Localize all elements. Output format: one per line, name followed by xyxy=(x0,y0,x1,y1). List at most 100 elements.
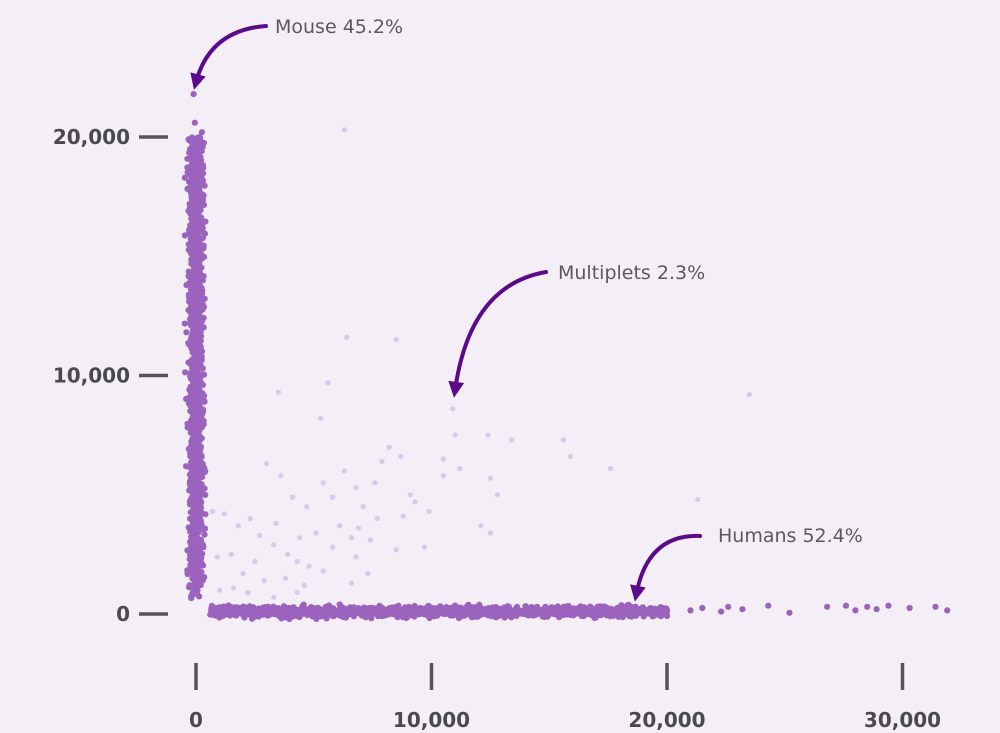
mouse-point xyxy=(189,143,196,150)
mouse-point xyxy=(194,335,201,342)
multiplets-point xyxy=(341,468,347,474)
humans-point xyxy=(487,612,494,619)
x-tick-label: 0 xyxy=(189,708,203,732)
mouse-point xyxy=(184,570,191,578)
multiplets-point xyxy=(290,494,296,500)
mouse-point xyxy=(192,500,200,507)
multiplets-point xyxy=(245,589,251,596)
humans-point xyxy=(547,607,554,614)
mouse-point xyxy=(195,296,202,303)
mouse-point xyxy=(190,513,197,521)
multiplets-point xyxy=(337,523,343,529)
mouse-point xyxy=(196,143,203,150)
mouse-point xyxy=(190,319,197,326)
mouse-point xyxy=(188,202,196,209)
humans-point xyxy=(525,607,533,614)
mouse-point xyxy=(188,450,195,457)
humans-point xyxy=(251,609,258,616)
mouse-point xyxy=(196,235,203,242)
multiplets-point xyxy=(320,480,326,486)
mouse-point xyxy=(198,129,205,136)
mouse-point xyxy=(191,119,198,126)
mouse-point xyxy=(190,233,197,240)
multiplets-point xyxy=(393,547,399,553)
humans-point xyxy=(593,609,600,616)
humans-point xyxy=(265,608,272,615)
humans-point xyxy=(320,608,328,616)
mouse-point xyxy=(191,361,198,368)
humans-point xyxy=(618,602,625,609)
mouse-point xyxy=(188,287,195,294)
humans-point xyxy=(223,607,230,615)
x-tick-label: 30,000 xyxy=(864,708,941,732)
multiplets-point xyxy=(330,494,336,500)
mouse-point xyxy=(193,272,200,279)
humans-point xyxy=(235,605,242,612)
humans-point xyxy=(765,602,772,609)
annotation-arrow xyxy=(448,270,548,398)
humans-point xyxy=(591,614,598,622)
humans-point xyxy=(885,602,892,609)
mouse-point xyxy=(197,364,204,371)
humans-point xyxy=(627,610,634,617)
mouse-point xyxy=(183,329,190,336)
humans-point xyxy=(559,610,566,617)
multiplets-point xyxy=(217,587,223,593)
mouse-point xyxy=(195,288,202,295)
multiplets-point xyxy=(426,508,432,514)
multiplets-point xyxy=(325,380,331,386)
mouse-point xyxy=(191,264,198,271)
humans-point xyxy=(554,603,561,610)
mouse-point xyxy=(197,464,204,471)
multiplets-point xyxy=(240,570,246,577)
mouse-point xyxy=(188,468,195,475)
multiplets-point xyxy=(560,437,567,443)
humans-point xyxy=(632,603,639,610)
multiplets-point xyxy=(228,551,234,558)
multiplets-point xyxy=(360,504,366,510)
mouse-point xyxy=(198,559,205,567)
mouse-point xyxy=(197,536,204,543)
multiplets-point xyxy=(247,516,253,522)
humans-point xyxy=(404,609,411,616)
multiplets-point xyxy=(450,406,456,412)
humans-point xyxy=(434,612,441,619)
humans-point xyxy=(442,610,449,617)
annotation-arrow xyxy=(190,24,268,90)
multiplets-point xyxy=(285,551,291,558)
mouse-point xyxy=(196,251,203,258)
mouse-point xyxy=(196,342,203,349)
humans-point xyxy=(415,606,422,613)
humans-point xyxy=(687,607,694,614)
mouse-point xyxy=(195,434,202,441)
mouse-point xyxy=(195,415,202,422)
multiplets-point xyxy=(341,127,347,133)
humans-point xyxy=(645,608,652,616)
humans-point xyxy=(288,613,295,620)
humans-point xyxy=(355,605,362,612)
mouse-point xyxy=(184,547,191,554)
mouse-point xyxy=(181,320,188,327)
multiplets-point xyxy=(278,473,284,479)
mouse-point xyxy=(198,481,205,488)
humans-point xyxy=(649,613,656,620)
humans-point xyxy=(368,615,375,622)
mouse-point xyxy=(192,186,199,193)
humans-point xyxy=(361,607,369,614)
multiplets-point xyxy=(457,465,463,472)
mouse-point xyxy=(190,180,197,187)
multiplets-point xyxy=(487,530,493,536)
humans-point xyxy=(246,603,253,610)
mouse-point xyxy=(194,224,201,231)
mouse-point xyxy=(185,167,192,174)
multiplets-point xyxy=(393,337,399,343)
humans-point xyxy=(467,611,474,618)
humans-point xyxy=(209,611,216,618)
humans-point xyxy=(279,608,286,615)
mouse-point xyxy=(191,255,198,262)
mouse-point xyxy=(182,369,189,376)
mouse-point xyxy=(189,522,197,529)
mouse-point xyxy=(188,527,195,534)
